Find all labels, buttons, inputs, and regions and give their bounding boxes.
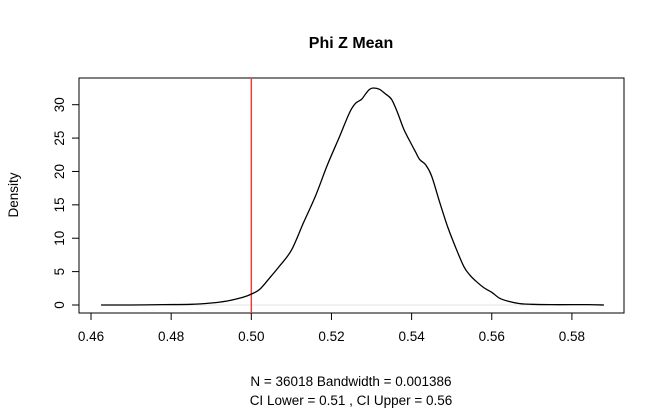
y-tick-label: 10 bbox=[52, 231, 67, 246]
x-tick-label: 0.50 bbox=[238, 329, 264, 344]
y-tick-label: 20 bbox=[52, 164, 67, 179]
y-tick-label: 15 bbox=[52, 197, 67, 212]
plot-frame bbox=[78, 77, 625, 314]
x-tick-label: 0.52 bbox=[318, 329, 344, 344]
x-axis-label: N = 36018 Bandwidth = 0.001386 bbox=[250, 374, 451, 389]
y-tick-label: 0 bbox=[52, 301, 67, 309]
chart-title: Phi Z Mean bbox=[309, 35, 393, 52]
y-tick-label: 25 bbox=[52, 131, 67, 146]
x-tick-label: 0.54 bbox=[398, 329, 425, 344]
x-tick-label: 0.48 bbox=[158, 329, 184, 344]
x-axis-label-ci: CI Lower = 0.51 , CI Upper = 0.56 bbox=[250, 393, 453, 408]
x-tick-label: 0.56 bbox=[479, 329, 505, 344]
x-tick-label: 0.46 bbox=[78, 329, 104, 344]
y-axis-label: Density bbox=[6, 172, 21, 217]
x-tick-label: 0.58 bbox=[559, 329, 585, 344]
y-tick-label: 30 bbox=[52, 97, 67, 112]
density-curve bbox=[101, 87, 604, 306]
x-axis: 0.46 0.48 0.50 0.52 0.54 0.56 0.58 bbox=[78, 312, 585, 344]
y-tick-label: 5 bbox=[52, 268, 67, 276]
y-axis: 0 5 10 15 20 25 30 bbox=[52, 97, 80, 309]
